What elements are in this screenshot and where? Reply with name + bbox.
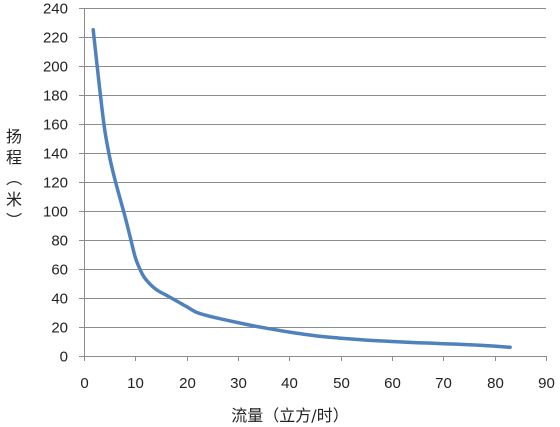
data-point — [467, 343, 471, 347]
data-point — [97, 84, 101, 88]
y-tick-label: 40 — [51, 291, 68, 308]
data-point — [339, 336, 343, 340]
x-tick-label: 80 — [487, 375, 504, 392]
y-tick-label: 240 — [43, 1, 68, 18]
x-tick-label: 10 — [127, 375, 144, 392]
x-tick-label: 0 — [80, 375, 88, 392]
data-point — [108, 155, 112, 159]
series-lines — [91, 28, 512, 350]
gridlines — [84, 8, 546, 328]
data-point — [154, 287, 158, 291]
series-line-0 — [91, 28, 512, 350]
data-point — [144, 277, 148, 281]
data-point — [174, 299, 178, 303]
y-tick-label: 100 — [43, 204, 68, 221]
data-point — [103, 126, 106, 130]
x-tick-label: 90 — [538, 375, 555, 392]
data-point — [210, 315, 214, 319]
y-tick-label: 20 — [51, 320, 68, 337]
data-point — [441, 342, 445, 346]
x-tick-label: 20 — [179, 375, 196, 392]
y-axis-title-paren: ） — [4, 212, 23, 228]
x-tick-label: 30 — [230, 375, 247, 392]
x-tick-label: 70 — [435, 375, 452, 392]
y-tick-label: 160 — [43, 117, 68, 134]
data-point — [113, 177, 117, 181]
data-point — [262, 326, 266, 330]
x-axis-title: 流量（立方/时） — [231, 406, 348, 425]
data-point — [91, 28, 95, 32]
data-point — [123, 215, 127, 219]
y-axis-title: 扬程米 — [6, 127, 22, 209]
data-point — [133, 255, 137, 259]
x-tick-label: 50 — [333, 375, 350, 392]
y-tick-label: 180 — [43, 88, 68, 105]
data-point — [118, 196, 122, 200]
x-tick-label: 40 — [281, 375, 298, 392]
x-tick-label: 60 — [384, 375, 401, 392]
data-point — [313, 334, 317, 338]
y-axis-title-paren: （ — [4, 170, 23, 186]
data-point — [493, 344, 497, 348]
y-tick-label: 120 — [43, 175, 68, 192]
data-point — [287, 330, 291, 334]
y-tick-label: 220 — [43, 30, 68, 47]
data-point — [364, 338, 368, 342]
data-point — [185, 305, 189, 309]
data-point — [139, 268, 142, 272]
data-point — [236, 321, 240, 325]
data-point — [390, 340, 394, 343]
data-point — [195, 311, 199, 314]
data-point — [128, 235, 132, 239]
data-point — [508, 345, 512, 349]
y-tick-label: 200 — [43, 59, 68, 76]
data-point — [164, 293, 168, 297]
y-tick-label: 60 — [51, 262, 68, 279]
axes — [79, 8, 547, 361]
tick-labels: 0 20 40 60 80 100 120 140 160 180 200 220 240 0 10 20 30… — [43, 1, 555, 393]
data-point — [416, 341, 420, 345]
y-tick-label: 0 — [60, 349, 68, 366]
y-tick-label: 80 — [51, 233, 68, 250]
y-tick-label: 140 — [43, 146, 68, 163]
